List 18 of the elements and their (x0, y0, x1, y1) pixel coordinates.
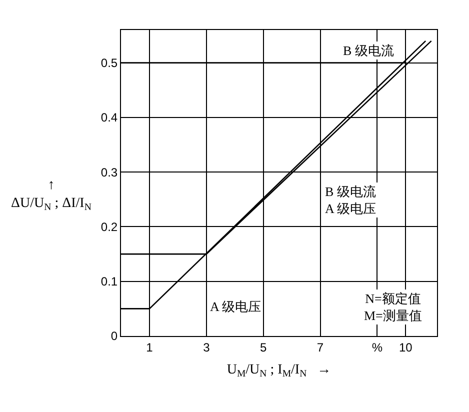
y-axis-title: ↑ ΔU/U$_{N}$ ; ΔI/I$_{N}$ (11, 178, 92, 214)
y-tick-label: 0 (110, 329, 118, 344)
x-tick-label: 1 (146, 340, 154, 354)
annotation: N=额定值 M=测量值 (364, 291, 422, 323)
y-tick-label: 0.5 (100, 56, 118, 70)
x-tick-label: 10 (399, 340, 413, 354)
x-tick-label: 5 (260, 340, 267, 354)
y-tick-label: 0.4 (100, 110, 118, 125)
text: U$_{M}$/U$_{N}$ ; I$_{M}$/I$_{N}$ → (226, 362, 332, 380)
annotation: B 级电流 (343, 43, 394, 58)
y-tick-label: 0.3 (100, 165, 118, 180)
x-tick-label: 3 (203, 340, 210, 354)
x-tick-label: % (372, 340, 383, 354)
y-tick-label: 0.2 (100, 220, 118, 234)
y-tick-label: 0.1 (100, 274, 118, 289)
x-tick-label: 7 (316, 340, 324, 354)
annotation: B 级电流 A 级电压 (325, 184, 376, 216)
annotation: A 级电压 (210, 299, 261, 314)
